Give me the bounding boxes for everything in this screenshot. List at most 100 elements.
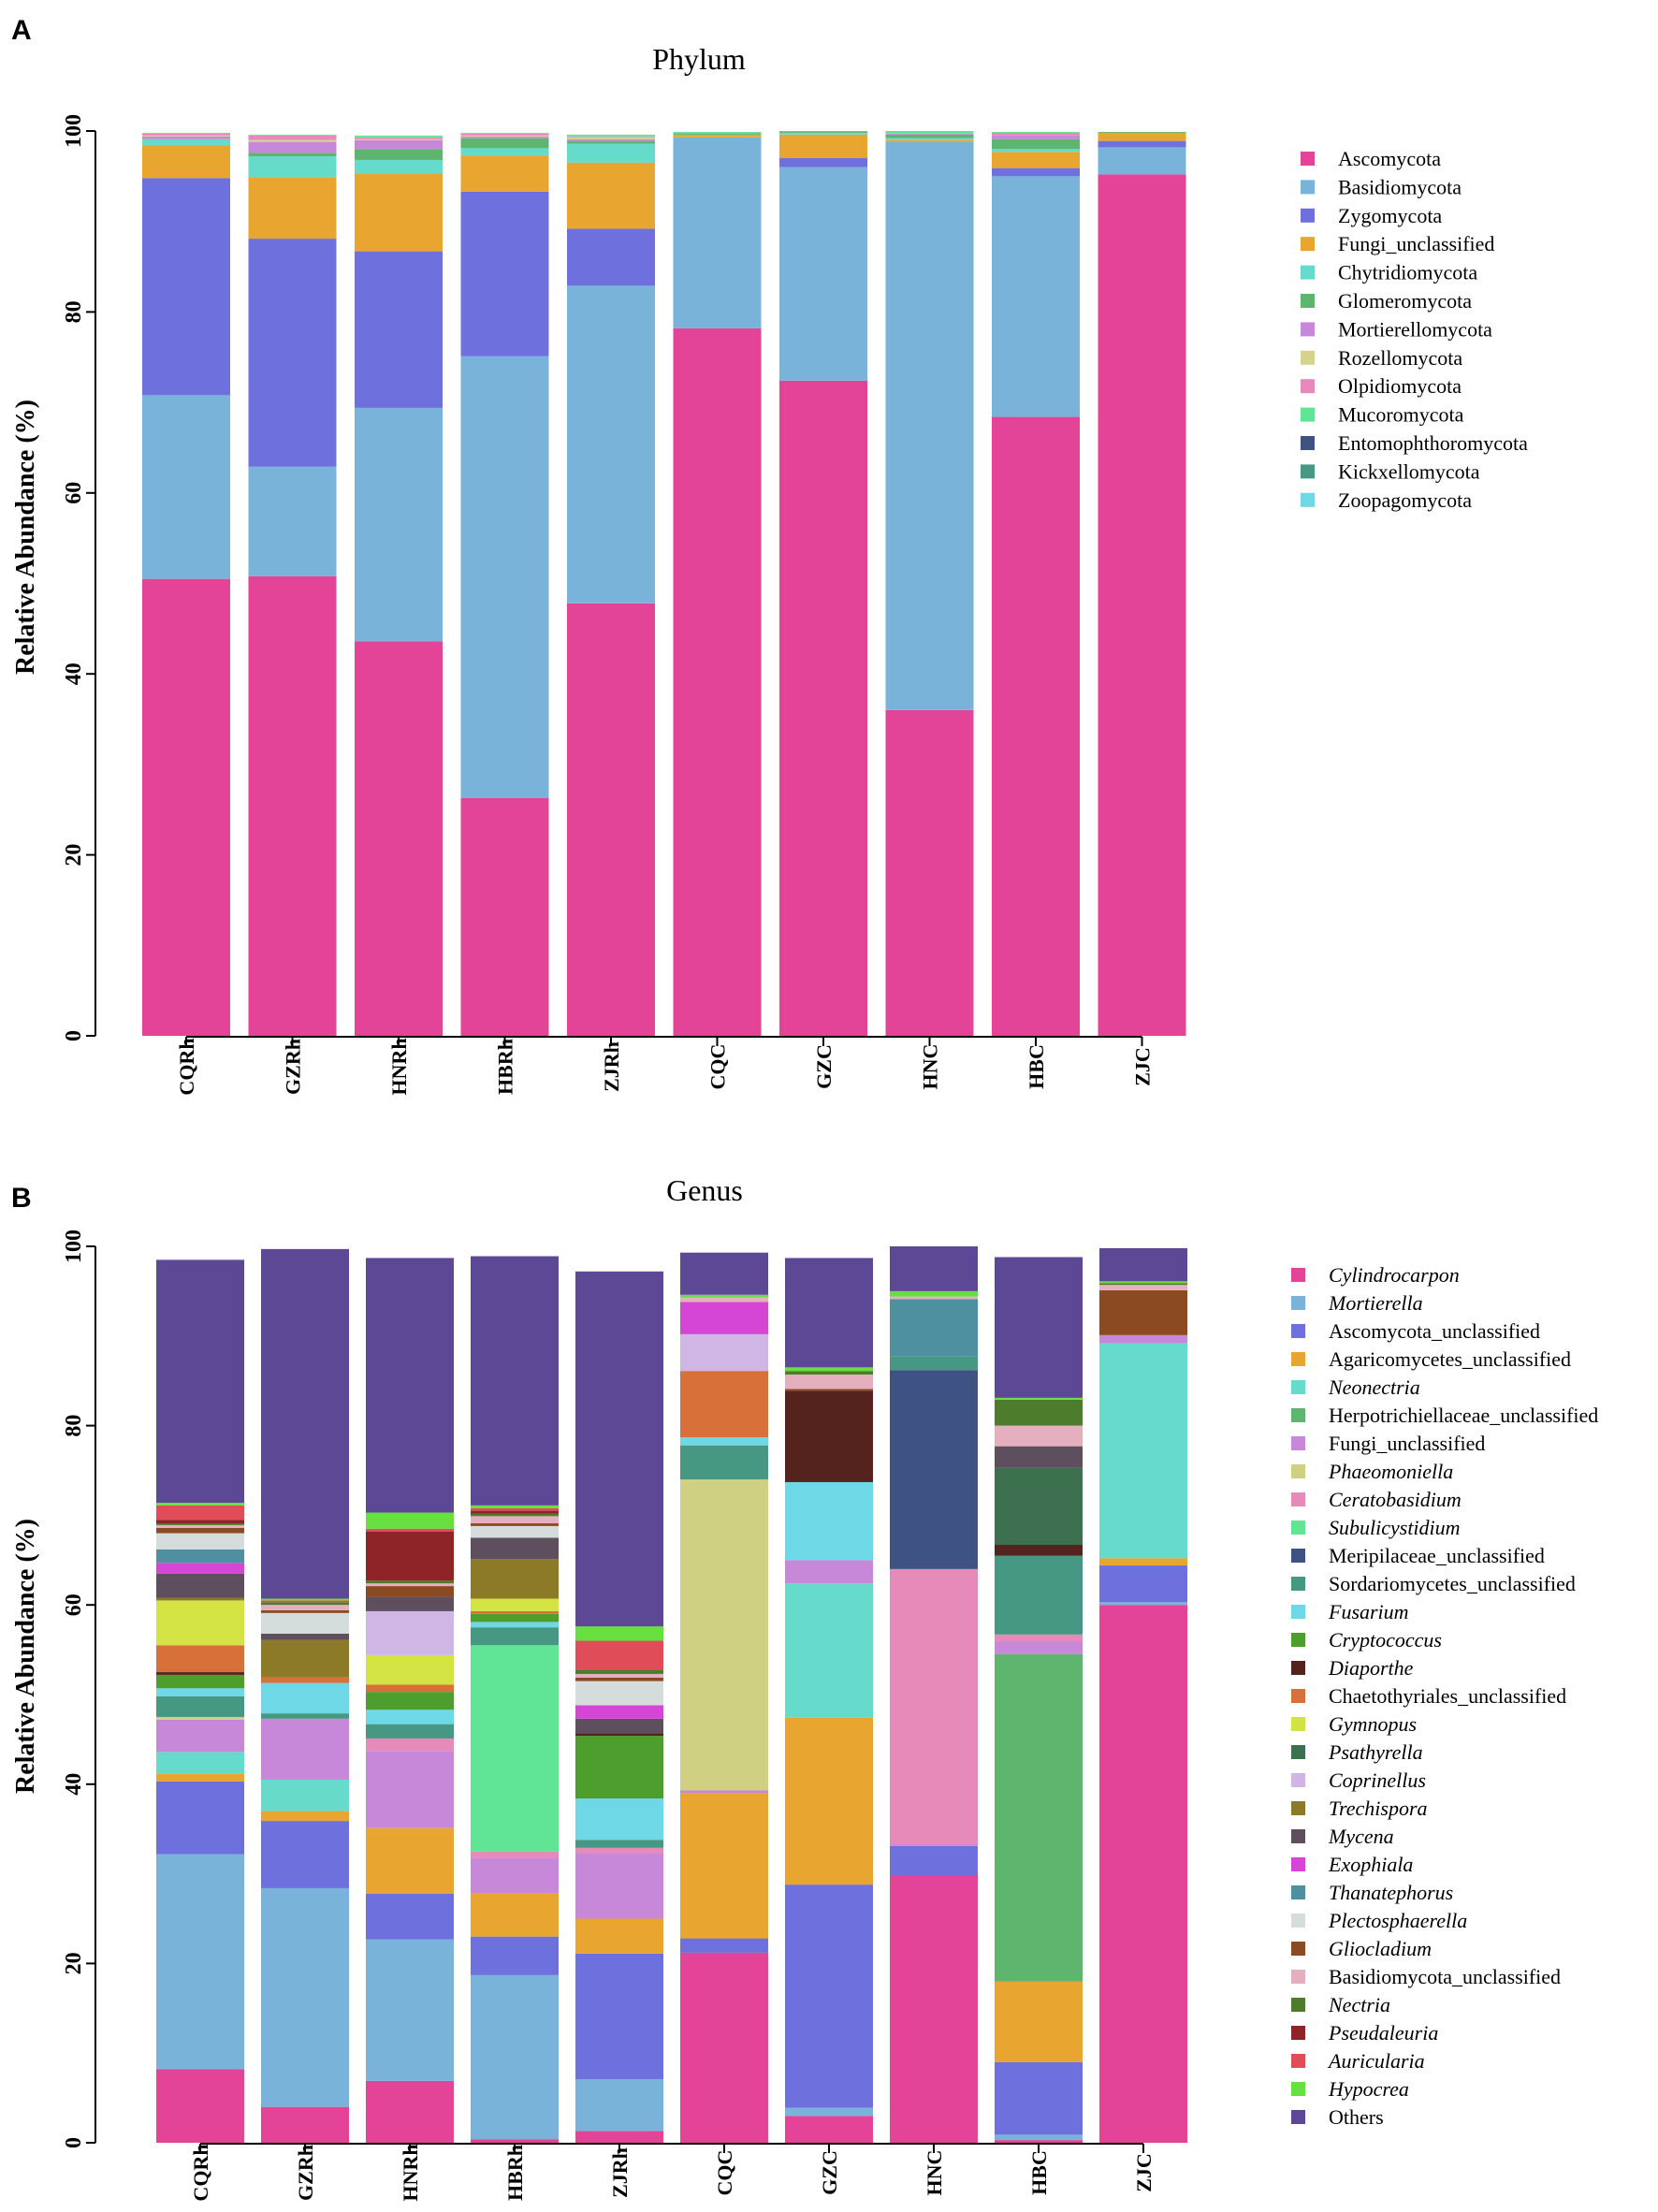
bar-segment-cqrh-cryptococcus — [156, 1674, 244, 1689]
bar-segment-zjc-agaricomycetes-unclassified — [1099, 1558, 1187, 1566]
legend-swatch — [1301, 407, 1315, 422]
bar-segment-hbc-hypocrea — [995, 1397, 1083, 1400]
bar-segment-gzc-ascomycota-unclassified — [785, 1885, 873, 2108]
bar-segment-hbrh-mucoromycota — [460, 132, 549, 134]
legend-swatch — [1301, 180, 1315, 195]
bar-segment-gzrh-basidiomycota-unclassified — [261, 1605, 349, 1610]
bar-segment-hnc-basidiomycota-unclassified — [890, 1296, 978, 1300]
bar-segment-hnrh-coprinellus — [366, 1610, 454, 1655]
bar-segment-gzrh-plectosphaerella — [261, 1612, 349, 1634]
bar-segment-hbrh-glomeromycota — [460, 138, 549, 149]
legend-label-basidiomycota-unclassified: Basidiomycota_unclassified — [1329, 1965, 1561, 1988]
bar-segment-hbc-ceratobasidium — [995, 1634, 1083, 1642]
bar-segment-hbrh-basidiomycota — [460, 356, 549, 798]
bar-segment-gzrh-mycena — [261, 1633, 349, 1640]
bar-segment-cqrh-basidiomycota — [142, 395, 230, 579]
bar-segment-hnrh-cylindrocarpon — [366, 2080, 454, 2143]
bar-segment-hbc-glomeromycota — [992, 138, 1080, 150]
bar-segment-gzrh-nectria — [261, 1602, 349, 1606]
bar-segment-cqc-ascomycota — [673, 327, 762, 1036]
bar-segment-gzrh-zygomycota — [248, 239, 337, 467]
x-tick-label-hbrh: HBRh — [494, 1039, 517, 1095]
bar-segment-hnrh-mycena — [366, 1596, 454, 1611]
bar-segment-hnc-others — [890, 1246, 978, 1291]
legend-label-psathyrella: Psathyrella — [1328, 1740, 1423, 1764]
bar-segment-cqrh-hypocrea — [156, 1502, 244, 1506]
x-tick-label-zjc: ZJC — [1132, 2153, 1156, 2192]
bar-segment-hbrh-sordariomycetes-unclassified — [471, 1627, 559, 1646]
bar-segment-gzc-others — [785, 1258, 873, 1368]
legend-label-cryptococcus: Cryptococcus — [1329, 1628, 1442, 1652]
bar-segment-zjc-fungi-unclassified — [1099, 1334, 1187, 1344]
bar-segment-cqc-agaricomycetes-unclassified — [680, 1793, 768, 1939]
legend-label-zoopagomycota: Zoopagomycota — [1338, 488, 1472, 512]
bar-segment-zjc-fungi-unclassified — [1098, 132, 1186, 141]
bar-segment-hnrh-fungi-unclassified — [355, 173, 443, 252]
bar-segment-zjc-nectria — [1099, 1283, 1187, 1286]
y-tick-label: 0 — [62, 1030, 86, 1041]
bar-segment-zjrh-plectosphaerella — [575, 1681, 663, 1706]
bar-segment-hnrh-hypocrea — [366, 1512, 454, 1529]
bar-segment-cqrh-sordariomycetes-unclassified — [156, 1695, 244, 1717]
bar-segment-cqrh-mortierella — [156, 1854, 244, 2070]
bar-segment-hnrh-sordariomycetes-unclassified — [366, 1724, 454, 1739]
bar-segment-gzc-nectria — [785, 1371, 873, 1375]
bar-segment-cqrh-basidiomycota-unclassified — [156, 1524, 244, 1528]
legend-swatch — [1291, 1464, 1305, 1478]
bar-segment-hnc-ceratobasidium — [890, 1568, 978, 1844]
bar-segment-gzc-basidiomycota-unclassified — [785, 1374, 873, 1390]
legend-label-ceratobasidium: Ceratobasidium — [1329, 1488, 1462, 1511]
bar-segment-gzrh-basidiomycota — [248, 466, 337, 576]
y-tick-label: 80 — [62, 300, 86, 323]
bar-segment-zjrh-others — [575, 1271, 663, 1627]
legend-swatch — [1291, 2110, 1305, 2124]
legend-swatch — [1301, 294, 1315, 308]
legend-swatch — [1291, 1689, 1305, 1703]
bar-segment-gzrh-fusarium — [261, 1682, 349, 1714]
bar-segment-cqc-fungi-unclassified — [680, 1790, 768, 1794]
bar-segment-hnrh-ceratobasidium — [366, 1738, 454, 1752]
bar-segment-cqrh-chaetothyriales-unclassified — [156, 1645, 244, 1673]
bar-segment-zjc-ascomycota — [1098, 174, 1186, 1036]
bar-segment-gzc-fungi-unclassified — [779, 134, 867, 159]
bar-segment-hnrh-mortierella — [366, 1939, 454, 2081]
legend-label-mortierella: Mortierella — [1328, 1291, 1423, 1315]
legend-label-trechispora: Trechispora — [1329, 1797, 1428, 1820]
bar-segment-gzrh-gliocladium — [261, 1609, 349, 1613]
bar-segment-gzc-chytridiomycota — [779, 132, 867, 135]
bar-segment-gzc-mortierellomycota — [779, 131, 867, 132]
bar-segment-hnc-chytridiomycota — [885, 138, 974, 140]
legend-swatch — [1291, 1914, 1305, 1928]
bar-segment-hnrh-pseudaleuria — [366, 1531, 454, 1581]
bar-segment-hbc-psathyrella — [995, 1467, 1083, 1546]
legend-label-auricularia: Auricularia — [1327, 2049, 1425, 2073]
legend-label-plectosphaerella: Plectosphaerella — [1328, 1909, 1467, 1932]
bar-segment-hbrh-mortierellomycota — [460, 136, 549, 138]
panel-a-title: Phylum — [652, 42, 746, 76]
x-tick-label-zjrh: ZJRh — [600, 1041, 623, 1092]
bar-segment-hbc-basidiomycota-unclassified — [995, 1425, 1083, 1447]
bar-segment-zjrh-agaricomycetes-unclassified — [575, 1918, 663, 1954]
bar-segment-cqrh-zygomycota — [142, 178, 230, 396]
bar-segment-hbrh-fungi-unclassified — [460, 155, 549, 192]
bar-segment-cqrh-neonectria — [156, 1752, 244, 1774]
bar-segment-gzrh-mortierella — [261, 1887, 349, 2107]
bar-segment-zjrh-nectria — [575, 1669, 663, 1674]
legend-label-mortierellomycota: Mortierellomycota — [1338, 317, 1492, 341]
bar-segment-zjrh-rozellomycota — [567, 137, 655, 139]
x-tick-label-gzrh: GZRh — [294, 2145, 317, 2201]
bar-segment-zjrh-ascomycota — [567, 603, 655, 1036]
bar-segment-gzrh-auricularia — [261, 1600, 349, 1603]
bar-segment-cqc-fusarium — [680, 1437, 768, 1446]
bar-segment-gzrh-sordariomycetes-unclassified — [261, 1713, 349, 1719]
bar-segment-cqc-fungi-unclassified — [673, 134, 762, 138]
bar-segment-hbrh-chaetothyriales-unclassified — [471, 1610, 559, 1614]
bar-segment-zjrh-fungi-unclassified — [575, 1853, 663, 1919]
bar-segment-cqrh-exophiala — [156, 1563, 244, 1574]
bar-segment-hbrh-basidiomycota-unclassified — [471, 1516, 559, 1524]
bar-segment-zjrh-ascomycota-unclassified — [575, 1953, 663, 2079]
bar-segment-zjrh-auricularia — [575, 1640, 663, 1670]
bar-segment-hbrh-ascomycota — [460, 797, 549, 1036]
bar-segment-hbc-agaricomycetes-unclassified — [995, 1981, 1083, 2062]
legend-label-gliocladium: Gliocladium — [1329, 1937, 1432, 1960]
